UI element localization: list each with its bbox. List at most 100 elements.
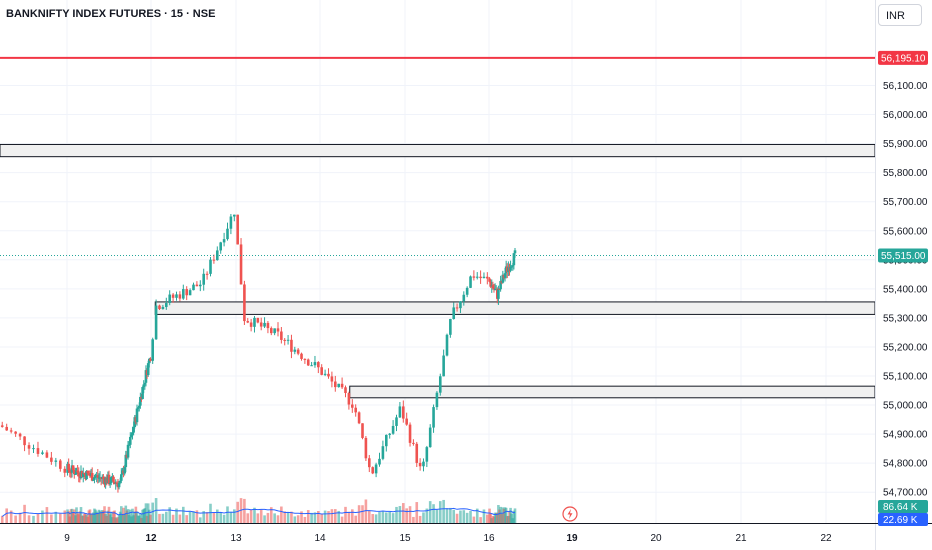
volume-bar — [276, 515, 280, 523]
volume-bar — [337, 510, 340, 523]
candle-body — [199, 284, 202, 287]
candle-body — [128, 436, 132, 445]
candle-body — [69, 472, 73, 474]
volume-bar — [9, 510, 13, 523]
candle-body — [149, 358, 152, 361]
volume-bar — [398, 506, 402, 523]
volume-bar — [165, 511, 168, 523]
candle-body — [36, 448, 40, 454]
candle-body — [77, 472, 81, 477]
candle-body — [510, 266, 513, 268]
volume-bar — [388, 511, 391, 523]
price-tick-label: 54,800.00 — [883, 459, 928, 470]
candle-body — [146, 363, 150, 375]
volume-bar — [236, 501, 239, 523]
volume-bar — [36, 513, 40, 523]
volume-bar — [489, 513, 492, 523]
candle-body — [296, 349, 300, 354]
volume-bar — [385, 512, 388, 523]
volume-bar — [504, 507, 508, 523]
session-break-icon[interactable] — [562, 506, 578, 522]
volume-bar — [41, 510, 44, 523]
volume-bar — [408, 506, 412, 523]
volume-bar — [171, 514, 175, 523]
candle-body — [195, 284, 199, 287]
candle-body — [249, 322, 253, 327]
price-tick-label: 55,600.00 — [883, 226, 928, 237]
volume-bar — [283, 511, 287, 523]
candle-body — [85, 470, 88, 480]
candle-body — [415, 443, 419, 463]
currency-selector[interactable]: INR — [878, 4, 922, 26]
candle-body — [132, 427, 135, 433]
volume-bar — [5, 508, 8, 523]
candle-body — [23, 436, 26, 446]
volume-bar — [259, 509, 263, 523]
candle-body — [259, 322, 263, 327]
price-tick-label: 55,800.00 — [883, 168, 928, 179]
volume-bar — [0, 515, 4, 523]
candle-body — [425, 447, 429, 462]
candle-body — [71, 465, 75, 471]
candle-body — [41, 452, 44, 454]
volume-bar — [226, 506, 229, 523]
candle-body — [445, 334, 449, 356]
volume-bar — [195, 510, 199, 523]
volume-bar — [249, 509, 253, 523]
candle-body — [126, 444, 130, 458]
candle-body — [178, 294, 182, 299]
volume-bar — [445, 508, 449, 523]
candle-body — [143, 382, 147, 385]
time-tick-label: 20 — [650, 533, 662, 544]
volume-bar — [290, 511, 293, 523]
candle-body — [402, 406, 405, 419]
candle-body — [492, 288, 496, 290]
candle-body — [323, 373, 327, 375]
volume-bar — [371, 514, 374, 523]
candle-body — [90, 473, 94, 481]
volume-bar — [438, 501, 442, 523]
volume-bar — [296, 515, 300, 523]
volume-bar — [54, 511, 58, 523]
candle-body — [9, 430, 13, 432]
candle-body — [432, 407, 435, 428]
candle-body — [253, 317, 256, 327]
candle-body — [131, 432, 134, 435]
volume-bar — [364, 499, 368, 523]
volume-bar — [188, 511, 192, 523]
candle-body — [96, 475, 100, 478]
volume-bar — [158, 513, 161, 523]
candle-body — [256, 317, 260, 323]
candle-body — [175, 294, 178, 298]
volume-bar — [219, 512, 222, 523]
volume-bar — [391, 513, 395, 523]
candle-body — [452, 307, 456, 319]
candle-body — [18, 433, 22, 437]
candle-body — [212, 259, 216, 261]
candle-body — [313, 362, 317, 366]
candle-body — [239, 244, 243, 285]
candle-body — [330, 376, 334, 382]
price-tick-label: 55,300.00 — [883, 313, 928, 324]
candle-body — [269, 328, 273, 334]
volume-bar — [269, 507, 273, 523]
price-axis[interactable]: 54,700.00 54,800.00 54,900.00 55,000.00 55,1… — [883, 81, 928, 499]
volume-bar — [280, 506, 283, 523]
time-tick-label: 16 — [483, 533, 495, 544]
candle-body — [364, 437, 368, 459]
time-tick-label: 14 — [314, 533, 326, 544]
candle-body — [54, 460, 58, 462]
volume-bar — [357, 505, 361, 523]
price-tick-label: 55,100.00 — [883, 372, 928, 383]
volume-bar — [381, 511, 385, 523]
volume-bar — [432, 504, 435, 523]
price-tick-label: 55,900.00 — [883, 139, 928, 150]
candle-body — [86, 470, 90, 474]
candle-body — [236, 214, 239, 245]
volume-bar — [368, 510, 371, 523]
candle-body — [320, 367, 323, 375]
price-tick-label: 56,100.00 — [883, 81, 928, 92]
candle-body — [371, 467, 374, 474]
time-axis[interactable]: 9 12 13 14 15 16 19 20 21 22 — [64, 533, 832, 544]
